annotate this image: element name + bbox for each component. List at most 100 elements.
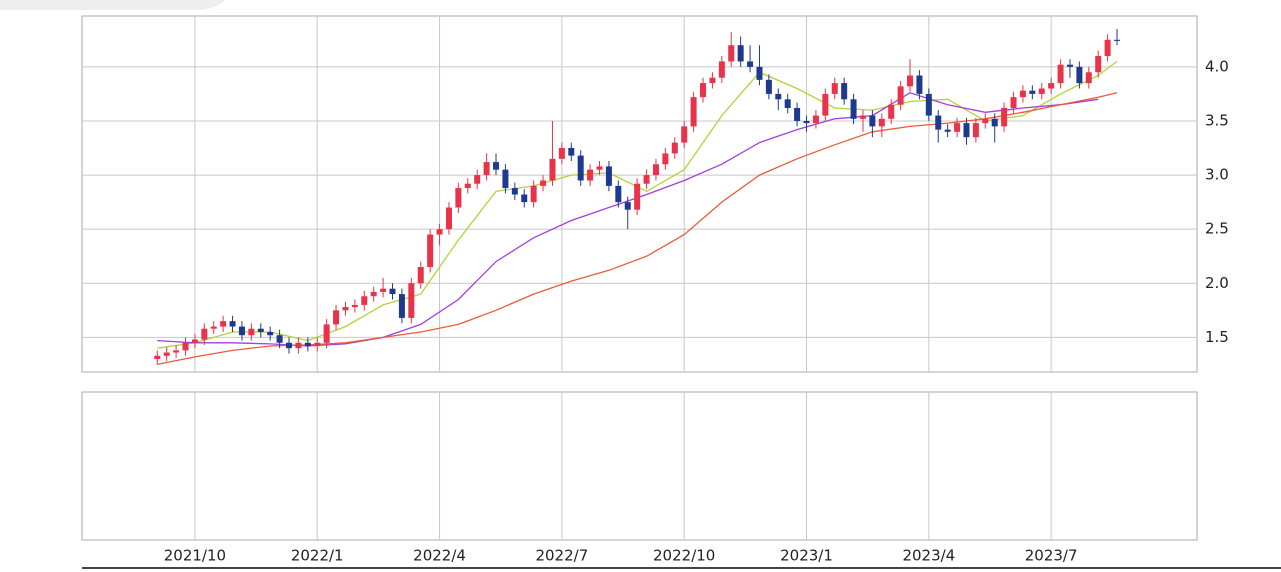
- candle-body: [1019, 90, 1026, 98]
- candle-body: [342, 307, 349, 311]
- x-tick-label: 2021/10: [164, 547, 226, 565]
- candle-body: [1029, 90, 1036, 94]
- y-tick-label: 2.5: [1205, 220, 1229, 238]
- candle-body: [859, 115, 866, 119]
- candle-body: [577, 155, 584, 181]
- candle-body: [671, 142, 678, 154]
- candle-body: [1001, 107, 1008, 127]
- candle-body: [286, 342, 293, 349]
- x-tick-label: 2022/10: [653, 547, 715, 565]
- candle-body: [304, 342, 311, 347]
- candle-body: [173, 350, 180, 353]
- candle-body: [455, 188, 462, 208]
- candle-body: [502, 169, 509, 189]
- candle-body: [869, 115, 876, 127]
- candle-body: [878, 118, 885, 127]
- x-tick-label: 2023/4: [902, 547, 955, 565]
- candle-body: [935, 115, 942, 130]
- candle-body: [370, 291, 377, 297]
- candle-body: [493, 162, 500, 170]
- candle-body: [474, 175, 481, 184]
- candle-body: [210, 326, 217, 329]
- candle-body: [530, 185, 537, 203]
- candle-body: [718, 61, 725, 78]
- candle-body: [540, 180, 547, 186]
- candle-body: [1085, 72, 1092, 84]
- candle-body: [982, 118, 989, 124]
- moving-average: [157, 92, 1118, 366]
- candle-body: [681, 126, 688, 143]
- candle-body: [794, 107, 801, 121]
- candle-body: [643, 175, 650, 184]
- candle-body: [775, 93, 782, 100]
- candle-body: [154, 355, 161, 360]
- candle-body: [907, 75, 914, 87]
- candle-body: [558, 148, 565, 159]
- candle-body: [436, 229, 443, 235]
- candle-body: [954, 123, 961, 132]
- candle-body: [464, 183, 471, 189]
- y-tick-label: 4.0: [1205, 57, 1229, 75]
- candle-body: [163, 352, 170, 356]
- candle-body: [690, 97, 697, 127]
- candle-body: [765, 79, 772, 94]
- volume-panel: [81, 391, 1198, 541]
- candle-body: [888, 104, 895, 119]
- candle-body: [596, 166, 603, 170]
- candle-body: [568, 148, 575, 156]
- candle-body: [295, 342, 302, 349]
- candle-body: [417, 267, 424, 284]
- candle-body: [822, 93, 829, 116]
- candle-body: [1114, 39, 1121, 41]
- candle-body: [333, 310, 340, 325]
- x-tick-label: 2023/1: [780, 547, 833, 565]
- candle-body: [634, 183, 641, 210]
- candle-body: [248, 328, 255, 336]
- candle-body: [916, 75, 923, 94]
- candle-body: [191, 339, 198, 343]
- candle-body: [521, 194, 528, 203]
- candle-body: [323, 324, 330, 343]
- candle-body: [803, 120, 810, 124]
- candle-body: [1104, 39, 1111, 57]
- candle-body: [605, 166, 612, 186]
- y-tick-label: 1.5: [1205, 328, 1229, 346]
- candle-body: [220, 321, 227, 327]
- moving-average: [157, 60, 1118, 349]
- candle-body: [972, 123, 979, 138]
- candle-body: [229, 321, 236, 327]
- candle-body: [784, 99, 791, 108]
- candle-body: [445, 207, 452, 230]
- candle-body: [728, 45, 735, 62]
- candle-body: [831, 83, 838, 94]
- x-tick-label: 2022/7: [535, 547, 588, 565]
- x-tick-label: 2022/4: [413, 547, 466, 565]
- candle-body: [812, 115, 819, 124]
- candle-body: [700, 83, 707, 98]
- candle-body: [351, 304, 358, 308]
- candle-body: [182, 342, 189, 351]
- candle-body: [1038, 88, 1045, 94]
- x-tick-label: 2022/1: [291, 547, 344, 565]
- candle-body: [841, 83, 848, 100]
- candle-body: [380, 288, 387, 292]
- candle-body: [963, 123, 970, 138]
- price-panel: [81, 15, 1198, 373]
- candle-body: [408, 283, 415, 318]
- candle-body: [267, 331, 274, 336]
- candle-body: [662, 153, 669, 165]
- candle-body: [624, 202, 631, 210]
- candle-body: [1066, 64, 1073, 67]
- candle-body: [925, 93, 932, 116]
- candle-body: [1048, 83, 1055, 89]
- candle-body: [361, 296, 368, 305]
- candle-body: [747, 61, 754, 67]
- candle-body: [1010, 97, 1017, 108]
- candle-body: [850, 99, 857, 119]
- candle-body: [314, 342, 321, 347]
- candle-body: [201, 328, 208, 340]
- candle-body: [897, 86, 904, 105]
- candle-body: [652, 164, 659, 176]
- candle-body: [1057, 64, 1064, 84]
